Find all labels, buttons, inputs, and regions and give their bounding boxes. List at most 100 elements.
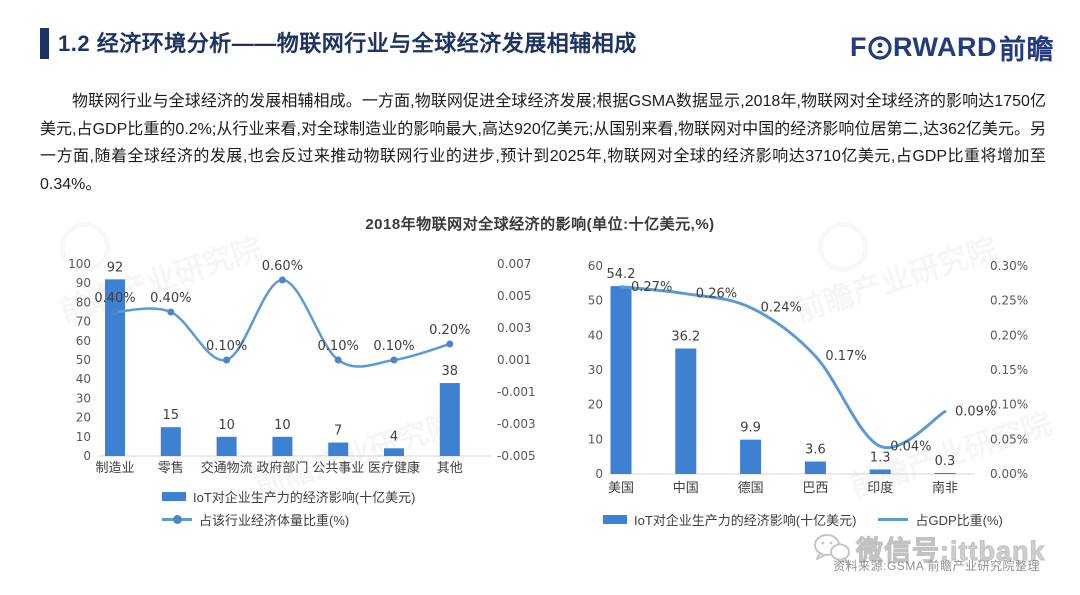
category-label: 中国 — [673, 481, 699, 496]
logo-text-rward: RWARD — [892, 32, 997, 62]
left-axis-tick: 0 — [83, 449, 91, 463]
right-axis-tick: -0.005 — [497, 449, 536, 463]
bar — [160, 427, 181, 456]
bar — [105, 279, 125, 456]
left-axis-tick: 50 — [76, 353, 91, 367]
forward-logo-o-icon — [868, 35, 892, 60]
source-note: 资料来源:GSMA 前瞻产业研究院整理 — [833, 559, 1040, 573]
left-axis-tick: 40 — [76, 372, 91, 386]
line-marker — [223, 356, 231, 364]
line-value-label: 0.24% — [761, 301, 802, 316]
title-accent-bar — [40, 28, 49, 59]
left-axis-tick: 100 — [68, 257, 91, 271]
category-label: 制造业 — [95, 461, 134, 476]
right-axis-tick: 0.20% — [990, 328, 1028, 342]
legend-item-line: 占GDP比重(%) — [878, 510, 1003, 529]
bar-value-label: 15 — [163, 408, 180, 423]
bar-value-label: 10 — [274, 418, 291, 433]
bar — [740, 439, 762, 474]
left-axis-tick: 40 — [588, 328, 603, 342]
intro-paragraph: 物联网行业与全球经济的发展相辅相成。一方面,物联网促进全球经济发展;根据GSMA… — [40, 93, 1046, 193]
wechat-id-text: 微信号:ittbank — [856, 536, 1046, 567]
bar-value-label: 7 — [334, 424, 342, 439]
line-value-label: 0.26% — [696, 287, 737, 302]
left-axis-tick: 50 — [588, 294, 603, 308]
forward-logo: F RWARD 前瞻 — [850, 28, 1054, 67]
line-value-label: 0.40% — [150, 291, 191, 306]
left-axis-tick: 80 — [76, 295, 91, 309]
right-axis-tick: -0.003 — [497, 417, 536, 431]
line-value-label: 0.09% — [955, 405, 996, 420]
legend-item-bar: IoT对企业生产力的经济影响(十亿美元) — [603, 510, 856, 529]
bar-value-label: 9.9 — [740, 421, 761, 436]
legend-item-bar: IoT对企业生产力的经济影响(十亿美元) — [162, 487, 415, 506]
category-label: 德国 — [738, 481, 764, 496]
bar — [804, 461, 826, 474]
bar-value-label: 38 — [442, 364, 459, 379]
category-label: 印度 — [867, 480, 893, 496]
bar-value-label: 36.2 — [671, 330, 700, 345]
right-axis-tick: 0.007 — [497, 257, 531, 271]
category-label: 巴西 — [802, 481, 828, 496]
line-marker — [278, 276, 286, 284]
left-axis-tick: 60 — [588, 259, 603, 273]
left-axis-tick: 70 — [76, 315, 91, 329]
legend-label: 占GDP比重(%) — [915, 513, 1003, 528]
left-axis-tick: 20 — [76, 411, 91, 425]
category-label: 美国 — [608, 481, 634, 496]
left-axis-tick: 0 — [595, 467, 603, 481]
right-axis-tick: 0.15% — [990, 363, 1028, 377]
bar-value-label: 0.3 — [935, 454, 956, 469]
line-marker — [167, 308, 175, 316]
bar-value-label: 10 — [218, 418, 235, 433]
bar — [675, 348, 697, 474]
line-marker — [111, 308, 119, 316]
right-axis-tick: 0.005 — [497, 289, 531, 303]
bar — [384, 448, 404, 456]
right-axis-tick: 0.05% — [990, 432, 1028, 446]
bar-value-label: 54.2 — [607, 267, 636, 282]
left-axis-tick: 90 — [76, 276, 91, 290]
bar-value-label: 3.6 — [805, 443, 826, 458]
category-label: 其他 — [437, 461, 463, 476]
bar — [610, 286, 632, 474]
chart-title: 2018年物联网对全球经济的影响(单位:十亿美元,%) — [365, 216, 715, 233]
wechat-watermark: 微信号:ittbank — [812, 529, 1046, 568]
bar — [439, 383, 460, 456]
page-title: 1.2 经济环境分析——物联网行业与全球经济发展相辅相成 — [58, 31, 637, 56]
category-label: 公共事业 — [312, 461, 364, 476]
industry-impact-chart: 10090807060504030201000.0070.0050.0030.0… — [68, 257, 536, 476]
line-value-label: 0.10% — [206, 339, 247, 354]
line-marker — [446, 340, 454, 348]
line-value-label: 0.20% — [429, 323, 470, 338]
country-impact-chart: 60504030201000.30%0.25%0.20%0.15%0.10%0.… — [588, 259, 1028, 496]
category-label: 政府部门 — [256, 461, 308, 476]
industry-chart-legend: IoT对企业生产力的经济影响(十亿美元) 占该行业经济体量比重(%) — [162, 487, 415, 529]
line-value-label: 0.17% — [825, 349, 866, 364]
bar-swatch — [603, 515, 627, 524]
category-label: 南非 — [932, 480, 958, 496]
wechat-icon — [814, 533, 850, 564]
category-label: 零售 — [158, 460, 184, 476]
logo-text-cn: 前瞻 — [999, 35, 1054, 65]
bar-value-label: 92 — [107, 260, 124, 275]
legend-item-line: 占该行业经济体量比重(%) — [162, 510, 415, 529]
left-axis-tick: 30 — [588, 363, 603, 377]
left-axis-tick: 60 — [76, 334, 91, 348]
right-axis-tick: 0.30% — [990, 259, 1028, 273]
bar — [869, 469, 891, 474]
category-label: 医疗健康 — [368, 460, 420, 476]
left-axis-tick: 20 — [588, 398, 603, 412]
category-label: 交通物流 — [201, 460, 253, 476]
right-axis-tick: -0.001 — [497, 385, 536, 399]
line-marker — [390, 356, 398, 364]
line-value-label: 0.27% — [631, 280, 672, 295]
bar — [272, 436, 293, 456]
legend-label: IoT对企业生产力的经济影响(十亿美元) — [634, 513, 857, 528]
right-axis-tick: 0.00% — [990, 467, 1028, 481]
legend-label: 占该行业经济体量比重(%) — [199, 513, 350, 528]
logo-text-f: F — [849, 32, 867, 62]
bar — [934, 472, 956, 474]
bar-swatch — [162, 492, 186, 501]
